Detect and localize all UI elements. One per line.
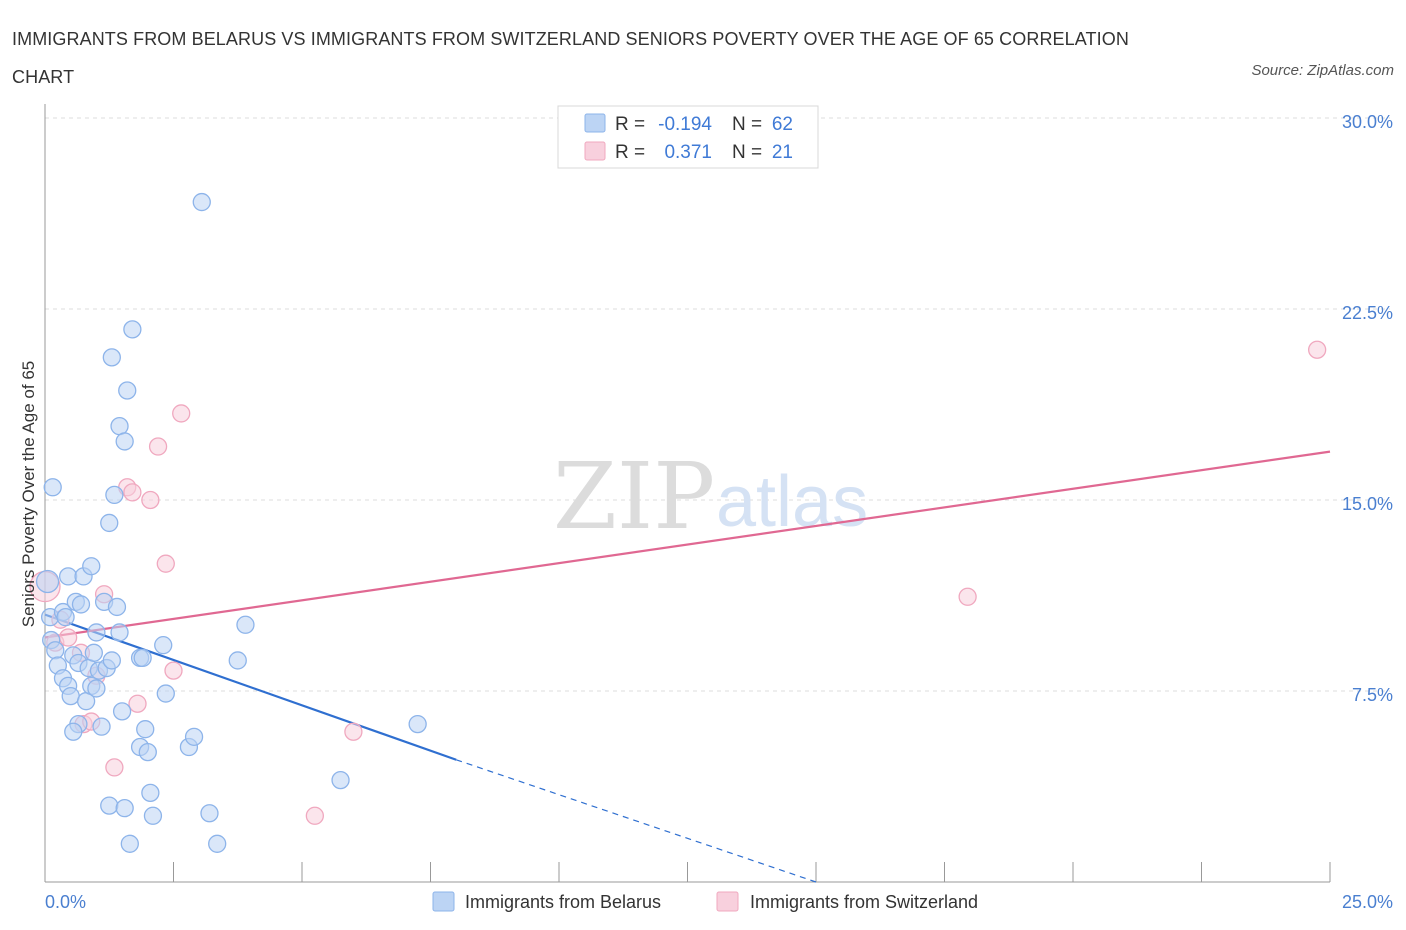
point-belarus <box>236 615 255 634</box>
legend-r-value-switzerland: 0.371 <box>664 142 712 163</box>
point-switzerland <box>123 483 142 502</box>
point-belarus <box>35 569 60 594</box>
point-belarus <box>208 834 227 853</box>
y-tick-label: 30.0% <box>1342 112 1393 132</box>
legend-r-label-switzerland: R = <box>615 142 645 163</box>
legend-r-value-belarus: -0.194 <box>658 114 712 135</box>
y-tick-label: 15.0% <box>1342 494 1393 514</box>
bottom-legend-swatch-switzerland <box>716 891 739 912</box>
point-belarus <box>61 686 80 706</box>
legend-n-label-belarus: N = <box>732 114 762 135</box>
point-switzerland <box>156 554 175 573</box>
point-belarus <box>64 722 83 741</box>
point-belarus <box>228 651 247 670</box>
y-tick-label: 7.5% <box>1352 685 1393 705</box>
point-belarus <box>141 783 160 803</box>
point-belarus <box>143 806 163 825</box>
point-belarus <box>82 557 101 576</box>
point-belarus <box>192 192 211 212</box>
point-belarus <box>115 432 134 451</box>
point-belarus <box>105 485 124 505</box>
bottom-legend: Immigrants from Belarus Immigrants from … <box>432 891 978 912</box>
point-belarus <box>408 714 427 734</box>
legend-n-label-switzerland: N = <box>732 142 762 163</box>
watermark-zip: ZIP <box>553 443 715 550</box>
legend-swatch-switzerland <box>584 141 606 161</box>
source-label: Source: ZipAtlas.com <box>1251 62 1394 79</box>
point-switzerland <box>344 722 363 741</box>
point-belarus <box>184 727 204 746</box>
point-belarus <box>58 567 78 586</box>
point-switzerland <box>105 758 124 777</box>
point-belarus <box>115 798 134 818</box>
point-switzerland <box>148 437 168 456</box>
point-switzerland <box>58 628 78 647</box>
point-belarus <box>110 416 129 436</box>
point-switzerland <box>128 694 147 713</box>
point-belarus <box>102 348 121 367</box>
point-belarus <box>87 623 106 642</box>
legend-n-value-belarus: 62 <box>772 114 793 135</box>
point-belarus <box>123 320 142 339</box>
gridlines <box>45 117 1390 692</box>
legend-r-label-belarus: R = <box>615 114 645 135</box>
legend-swatch-belarus <box>584 113 606 133</box>
point-belarus <box>100 796 119 815</box>
y-tick-label: 22.5% <box>1342 303 1393 323</box>
bottom-legend-swatch-belarus <box>432 891 455 912</box>
point-switzerland <box>958 587 977 606</box>
point-belarus <box>133 648 152 668</box>
x-tick-label-max: 25.0% <box>1342 892 1393 912</box>
trend-line-belarus <box>44 613 457 761</box>
point-belarus <box>102 651 121 670</box>
point-belarus <box>136 720 155 739</box>
legend-n-value-switzerland: 21 <box>772 142 793 163</box>
legend: R = -0.194 N = 62 R = 0.371 N = 21 <box>557 105 819 169</box>
point-belarus <box>87 679 106 698</box>
y-axis-label: Seniors Poverty Over the Age of 65 <box>19 361 38 627</box>
point-belarus <box>92 717 111 736</box>
point-belarus <box>331 770 350 790</box>
trend-line-switzerland <box>44 450 1331 639</box>
point-belarus <box>43 478 62 497</box>
point-belarus <box>120 834 139 853</box>
chart-title: IMMIGRANTS FROM BELARUS VS IMMIGRANTS FR… <box>12 29 1129 87</box>
point-belarus <box>112 702 132 721</box>
point-belarus <box>71 595 91 614</box>
point-switzerland <box>141 490 160 510</box>
point-belarus <box>100 513 119 533</box>
point-switzerland <box>172 404 191 423</box>
axes <box>44 104 1331 883</box>
point-belarus <box>154 636 173 655</box>
y-tick-labels: 7.5% 15.0% 22.5% 30.0% <box>1342 112 1393 705</box>
watermark: ZIP atlas <box>553 443 868 550</box>
point-switzerland <box>1308 340 1327 359</box>
point-belarus <box>84 643 103 662</box>
point-belarus <box>156 684 175 703</box>
point-belarus <box>118 381 137 400</box>
trend-line-belarus-extension <box>456 759 817 883</box>
bottom-legend-label-switzerland: Immigrants from Switzerland <box>750 892 978 912</box>
point-belarus <box>138 742 157 762</box>
point-belarus <box>200 804 219 823</box>
data-points <box>29 192 1327 853</box>
bottom-legend-label-belarus: Immigrants from Belarus <box>465 892 661 912</box>
point-belarus <box>56 607 75 627</box>
point-belarus <box>107 597 127 617</box>
point-belarus <box>46 641 65 660</box>
point-switzerland <box>305 806 325 825</box>
x-tick-label-min: 0.0% <box>45 892 86 912</box>
point-switzerland <box>164 661 183 680</box>
point-belarus <box>110 623 129 642</box>
